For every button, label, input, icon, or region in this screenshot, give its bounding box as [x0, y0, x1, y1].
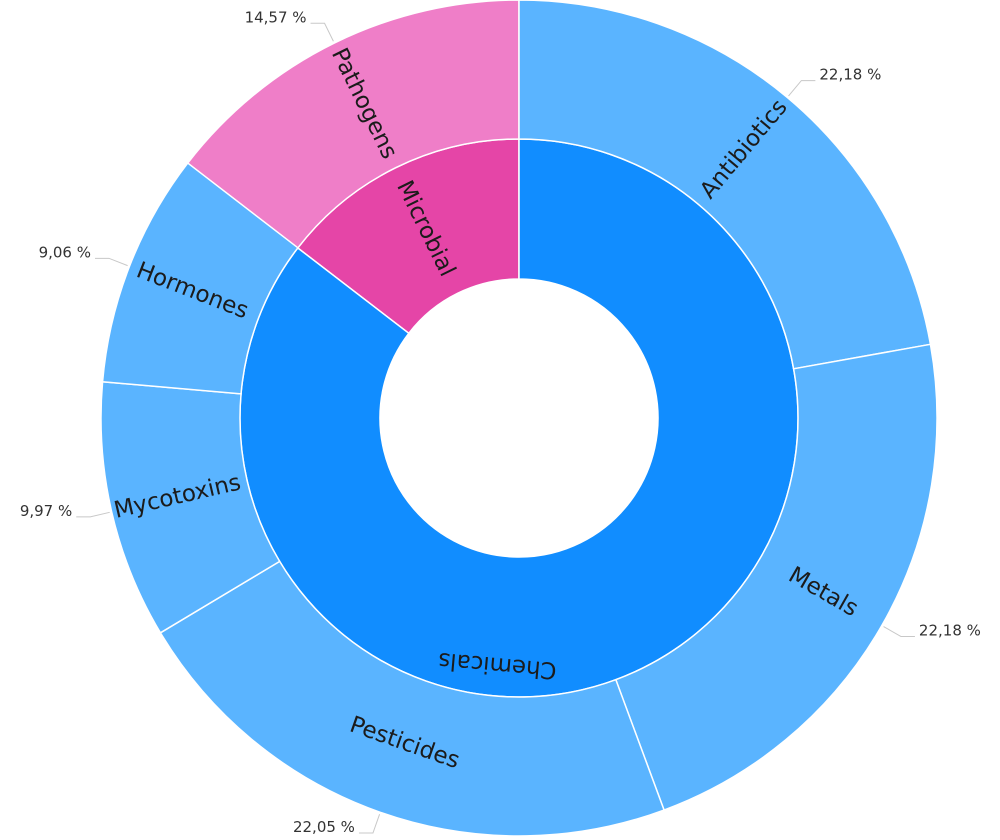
percent-label-mycotoxins: 9,97 %	[20, 502, 72, 520]
outer-segment-pesticides	[159, 560, 666, 837]
leader-line-mycotoxins	[76, 511, 110, 518]
leader-line-metals	[883, 626, 915, 637]
leader-line-pathogens	[310, 22, 334, 42]
outer-segment-hormones	[101, 162, 299, 395]
leader-line-pesticides	[358, 814, 381, 834]
leader-lines	[76, 22, 915, 834]
percent-label-pathogens: 14,57 %	[245, 8, 307, 26]
percent-label-antibiotics: 22,18 %	[819, 66, 881, 84]
percent-label-hormones: 9,06 %	[39, 243, 91, 261]
percent-label-metals: 22,18 %	[919, 621, 981, 639]
outer-ring	[100, 0, 938, 837]
outer-segment-metals	[614, 343, 938, 811]
percent-label-pesticides: 22,05 %	[293, 818, 355, 836]
leader-line-antibiotics	[788, 80, 816, 97]
leader-line-hormones	[94, 257, 128, 267]
percent-labels: 14,57 % 22,18 % 22,18 % 22,05 % 9,97 % 9,06 %	[20, 8, 981, 836]
inner-ring	[239, 138, 799, 698]
outer-segment-antibiotics	[518, 0, 932, 370]
